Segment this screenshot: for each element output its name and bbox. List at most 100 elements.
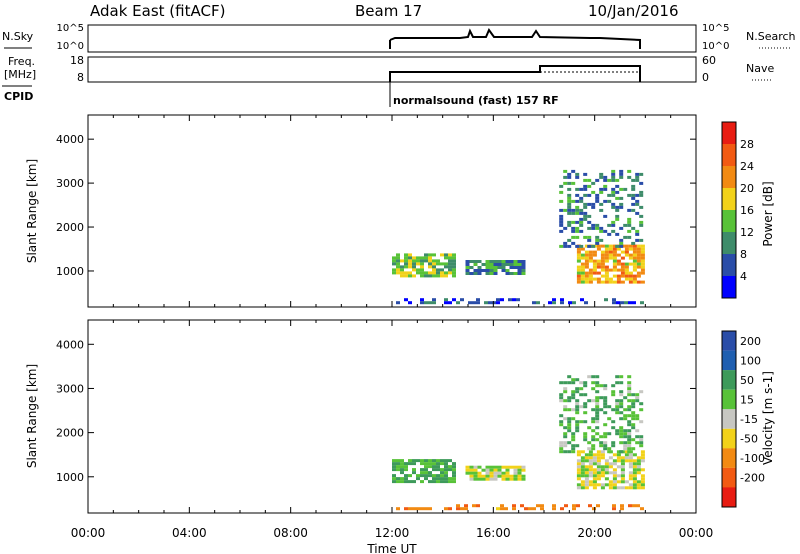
echo-cell xyxy=(485,260,490,263)
echo-cell xyxy=(588,259,593,263)
echo-cell xyxy=(599,175,604,179)
echo-cell xyxy=(619,399,624,403)
echo-cell xyxy=(624,459,629,463)
echo-cell xyxy=(636,250,641,254)
colorbar-segment xyxy=(722,467,736,488)
echo-cell xyxy=(632,256,637,260)
echo-cell xyxy=(639,205,644,209)
echo-cell xyxy=(588,471,593,475)
echo-cell xyxy=(448,507,452,511)
echo-cell xyxy=(639,223,644,227)
time-xlabel: Time UT xyxy=(366,542,417,554)
echo-cell xyxy=(579,217,584,221)
echo-cell xyxy=(619,411,624,415)
echo-cell xyxy=(412,468,416,472)
echo-cell xyxy=(604,244,609,248)
colorbar-segment xyxy=(722,331,736,351)
echo-cell xyxy=(496,298,500,302)
echo-cell xyxy=(392,256,396,260)
echo-cell xyxy=(592,277,597,281)
echo-cell xyxy=(517,272,522,275)
echo-cell xyxy=(607,405,612,409)
echo-cell xyxy=(620,271,625,275)
echo-cell xyxy=(620,250,625,254)
echo-cell xyxy=(627,441,632,445)
echo-cell xyxy=(636,465,641,469)
echo-cell xyxy=(513,474,518,478)
echo-cell xyxy=(636,483,641,487)
echo-cell xyxy=(559,223,564,227)
echo-cell xyxy=(623,396,628,400)
echo-cell xyxy=(559,396,564,400)
echo-cell xyxy=(448,271,452,275)
echo-cell xyxy=(583,411,588,415)
echo-cell xyxy=(412,274,416,278)
echo-cell xyxy=(636,247,641,251)
echo-cell xyxy=(469,474,474,478)
echo-cell xyxy=(559,447,564,451)
colorbar-segment xyxy=(722,409,736,429)
echo-cell xyxy=(452,477,456,481)
echo-cell xyxy=(428,271,432,275)
echo-cell xyxy=(400,465,404,469)
echo-cell xyxy=(603,423,608,427)
echo-cell xyxy=(623,435,628,439)
echo-cell xyxy=(477,269,482,272)
echo-cell xyxy=(584,256,589,260)
colorbar-segment xyxy=(722,428,736,449)
echo-cell xyxy=(635,232,640,236)
echo-cell xyxy=(603,405,608,409)
echo-cell xyxy=(563,181,568,185)
echo-cell xyxy=(481,263,486,266)
echo-cell xyxy=(584,471,589,475)
echo-cell xyxy=(592,471,597,475)
echo-cell xyxy=(635,393,640,397)
echo-cell xyxy=(583,193,588,197)
echo-cell xyxy=(616,456,621,460)
echo-cell xyxy=(396,480,400,484)
echo-cell xyxy=(396,462,400,466)
echo-cell xyxy=(452,271,456,275)
echo-cell xyxy=(583,187,588,191)
echo-cell xyxy=(559,184,564,188)
echo-cell xyxy=(611,169,616,173)
echo-cell xyxy=(464,504,468,508)
echo-cell xyxy=(485,471,490,475)
echo-cell xyxy=(600,465,605,469)
echo-cell xyxy=(612,262,617,266)
echo-cell xyxy=(521,465,526,469)
echo-cell xyxy=(603,402,608,406)
echo-cell xyxy=(560,298,564,302)
echo-cell xyxy=(632,244,637,248)
echo-cell xyxy=(563,426,568,430)
echo-cell xyxy=(563,444,568,448)
echo-cell xyxy=(509,272,514,275)
echo-cell xyxy=(584,477,589,481)
echo-cell xyxy=(580,265,585,269)
echo-cell xyxy=(591,417,596,421)
echo-cell xyxy=(620,262,625,266)
echo-cell xyxy=(612,247,617,251)
echo-cell xyxy=(587,426,592,430)
echo-cell xyxy=(432,477,436,481)
echo-cell xyxy=(559,393,564,397)
echo-cell xyxy=(607,193,612,197)
echo-cell xyxy=(611,444,616,448)
echo-cell xyxy=(452,262,456,266)
echo-cell xyxy=(513,468,518,472)
echo-cell xyxy=(404,256,408,260)
echo-cell xyxy=(631,423,636,427)
echo-cell xyxy=(408,274,412,278)
echo-cell xyxy=(452,274,456,278)
echo-cell xyxy=(436,271,440,275)
echo-cell xyxy=(509,474,514,478)
echo-cell xyxy=(497,266,502,269)
echo-cell xyxy=(473,474,478,478)
echo-cell xyxy=(500,298,504,302)
echo-cell xyxy=(620,456,625,460)
echo-cell xyxy=(517,477,522,481)
echo-cell xyxy=(619,381,624,385)
echo-cell xyxy=(493,477,498,481)
echo-cell xyxy=(632,480,637,484)
echo-cell xyxy=(444,298,448,302)
